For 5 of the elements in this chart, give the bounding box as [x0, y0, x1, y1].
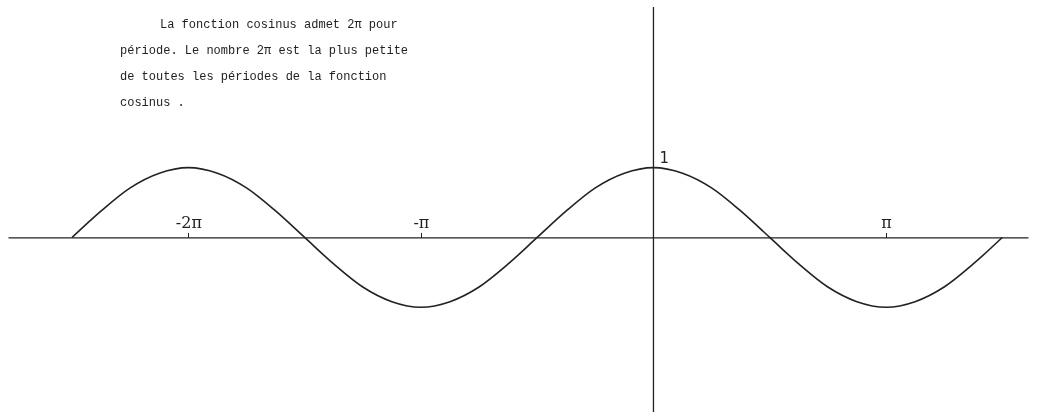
x-tick-label: -2π: [175, 212, 202, 232]
x-tick-label: -π: [413, 212, 430, 232]
x-tick-label: π: [881, 212, 892, 232]
annotation: 1: [659, 148, 669, 167]
text: La fonction cosinus admet 2π pour période. Le nombre 2π est la plus petite de toutes les périodes de la fonction cosinus .: [120, 12, 410, 116]
